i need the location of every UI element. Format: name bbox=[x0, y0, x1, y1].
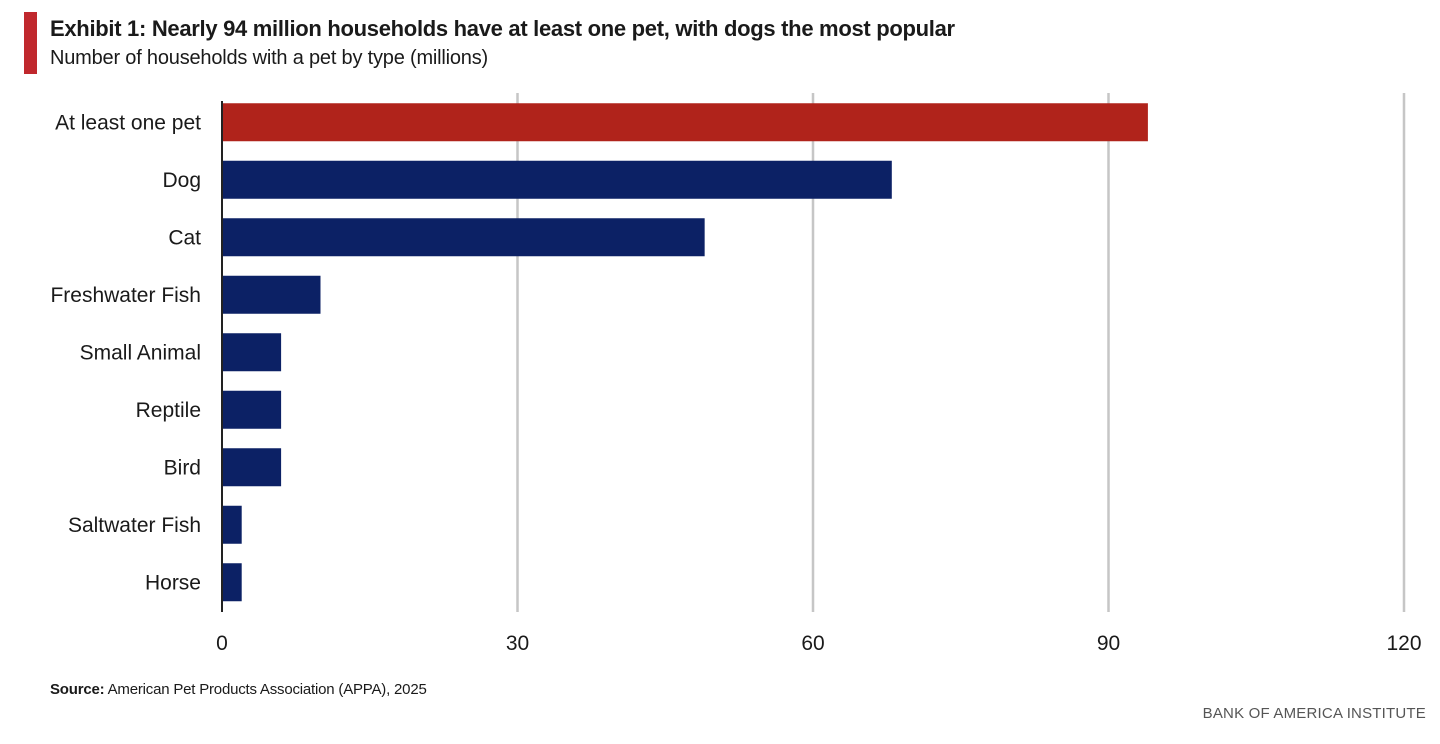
x-tick-label: 30 bbox=[506, 632, 529, 655]
bar bbox=[222, 505, 242, 544]
x-tick-label: 120 bbox=[1386, 632, 1421, 655]
source-note: Source: American Pet Products Associatio… bbox=[50, 681, 427, 698]
bar bbox=[222, 218, 705, 257]
category-label: Saltwater Fish bbox=[68, 514, 201, 537]
category-label: Horse bbox=[145, 571, 201, 594]
category-label: At least one pet bbox=[55, 111, 201, 134]
category-label: Dog bbox=[162, 169, 201, 192]
bar bbox=[222, 563, 242, 602]
x-tick-label: 0 bbox=[216, 632, 228, 655]
brand-logo-text: BANK OF AMERICA INSTITUTE bbox=[1202, 705, 1426, 722]
category-label: Small Animal bbox=[80, 341, 201, 364]
x-tick-label: 60 bbox=[801, 632, 824, 655]
chart-subtitle: Number of households with a pet by type … bbox=[50, 47, 488, 69]
source-text: American Pet Products Association (APPA)… bbox=[104, 681, 427, 698]
bar bbox=[222, 390, 282, 429]
category-label: Reptile bbox=[136, 399, 201, 422]
category-label: Freshwater Fish bbox=[50, 284, 201, 307]
accent-bar bbox=[24, 12, 37, 74]
chart-title: Exhibit 1: Nearly 94 million households … bbox=[50, 16, 955, 41]
bar bbox=[222, 103, 1148, 142]
bar bbox=[222, 275, 321, 314]
x-tick-label: 90 bbox=[1097, 632, 1120, 655]
source-label: Source: bbox=[50, 681, 105, 698]
bar bbox=[222, 448, 282, 487]
bar bbox=[222, 333, 282, 372]
bar bbox=[222, 160, 892, 199]
category-label: Bird bbox=[164, 456, 201, 479]
category-label: Cat bbox=[168, 226, 201, 249]
